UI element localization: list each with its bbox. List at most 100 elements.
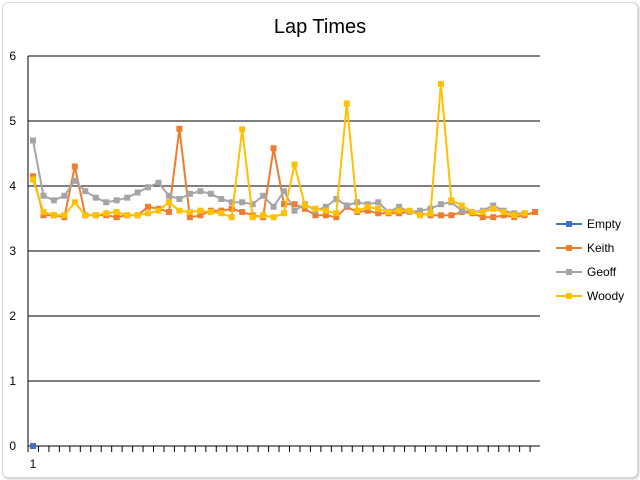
- data-point-woody: [249, 214, 256, 221]
- data-point-woody: [134, 212, 141, 219]
- data-point-woody: [385, 209, 392, 215]
- data-point-keith: [500, 212, 507, 219]
- y-tick-label: 0: [9, 439, 16, 453]
- data-point-woody: [322, 207, 329, 214]
- data-point-geoff: [270, 203, 277, 210]
- x-axis: 1: [27, 56, 540, 471]
- y-axis-tick-labels: 0 1 2 3 4 5 6: [9, 49, 16, 453]
- data-point-woody: [312, 205, 319, 212]
- data-point-geoff: [281, 188, 288, 195]
- data-point-woody: [239, 126, 246, 133]
- data-point-woody: [448, 197, 455, 204]
- data-point-geoff: [333, 196, 340, 202]
- data-point-geoff: [260, 192, 267, 199]
- data-point-woody: [260, 212, 267, 219]
- legend-item-keith: Keith: [556, 241, 614, 255]
- data-point-keith: [30, 173, 36, 180]
- data-point-empty: [30, 443, 36, 449]
- data-point-woody: [458, 202, 465, 209]
- data-point-woody: [364, 203, 371, 210]
- data-point-woody: [343, 100, 350, 107]
- y-tick-label: 4: [9, 179, 16, 193]
- data-point-geoff: [186, 190, 193, 197]
- data-point-woody: [301, 202, 308, 209]
- data-point-woody: [82, 212, 89, 219]
- data-point-keith: [479, 214, 486, 221]
- legend-label: Empty: [587, 217, 621, 231]
- data-point-woody: [354, 207, 361, 214]
- legend-item-woody: Woody: [556, 289, 624, 303]
- data-point-geoff: [71, 177, 78, 184]
- data-point-woody: [511, 212, 518, 219]
- data-point-geoff: [228, 199, 235, 206]
- data-point-woody: [490, 205, 497, 212]
- data-point-geoff: [197, 188, 204, 195]
- data-point-keith: [322, 212, 329, 219]
- data-point-keith: [490, 214, 497, 221]
- data-point-woody: [124, 212, 131, 219]
- y-tick-label: 2: [9, 309, 16, 323]
- data-point-geoff: [113, 197, 120, 204]
- legend-label: Keith: [587, 241, 614, 255]
- data-point-geoff: [50, 197, 57, 204]
- legend-item-geoff: Geoff: [556, 265, 617, 279]
- data-point-keith: [437, 212, 444, 219]
- data-point-keith: [40, 212, 47, 219]
- series-empty: [30, 443, 36, 449]
- data-point-woody: [521, 210, 528, 217]
- data-point-geoff: [396, 203, 403, 210]
- data-point-woody: [165, 199, 172, 206]
- data-point-woody: [197, 207, 204, 214]
- data-point-geoff: [103, 199, 110, 206]
- data-point-geoff: [30, 137, 36, 144]
- data-point-woody: [50, 212, 57, 219]
- data-point-woody: [113, 209, 120, 215]
- y-tick-label: 6: [9, 49, 16, 63]
- legend-swatch-marker: [566, 245, 572, 251]
- data-point-geoff: [40, 192, 47, 199]
- data-point-keith: [333, 214, 340, 221]
- data-point-geoff: [490, 202, 497, 209]
- data-point-geoff: [249, 201, 256, 208]
- data-point-geoff: [61, 192, 68, 199]
- data-point-geoff: [165, 192, 172, 199]
- data-point-woody: [469, 209, 476, 215]
- data-point-keith: [532, 209, 539, 215]
- x-tick-label: 1: [30, 457, 37, 471]
- legend-swatch-marker: [566, 293, 572, 299]
- data-point-woody: [92, 212, 99, 219]
- data-point-keith: [281, 201, 288, 208]
- y-tick-label: 3: [9, 244, 16, 258]
- data-point-woody: [427, 210, 434, 217]
- series-group: [30, 80, 539, 449]
- data-point-geoff: [375, 199, 382, 206]
- data-point-woody: [145, 210, 152, 217]
- data-point-keith: [165, 209, 172, 215]
- legend-swatch-marker: [566, 221, 572, 227]
- data-point-woody: [417, 212, 424, 219]
- legend-swatch-marker: [566, 269, 572, 275]
- legend-item-empty: Empty: [556, 217, 621, 231]
- data-point-woody: [228, 214, 235, 221]
- data-point-geoff: [207, 190, 214, 197]
- data-point-geoff: [343, 202, 350, 209]
- series-woody: [30, 80, 528, 221]
- data-point-woody: [155, 207, 162, 214]
- data-point-geoff: [176, 196, 183, 202]
- data-point-geoff: [145, 184, 152, 191]
- chart-title: Lap Times: [274, 16, 366, 38]
- data-point-keith: [113, 214, 120, 221]
- data-point-woody: [333, 210, 340, 217]
- data-point-woody: [30, 176, 36, 183]
- data-point-keith: [71, 163, 78, 170]
- data-point-keith: [197, 212, 204, 219]
- data-point-keith: [176, 125, 183, 132]
- data-point-keith: [186, 214, 193, 221]
- data-point-keith: [312, 212, 319, 219]
- y-tick-label: 1: [9, 374, 16, 388]
- y-tick-label: 5: [9, 114, 16, 128]
- data-point-woody: [207, 209, 214, 215]
- data-point-geoff: [124, 194, 131, 201]
- legend: Empty Keith Geoff Woody: [556, 217, 624, 303]
